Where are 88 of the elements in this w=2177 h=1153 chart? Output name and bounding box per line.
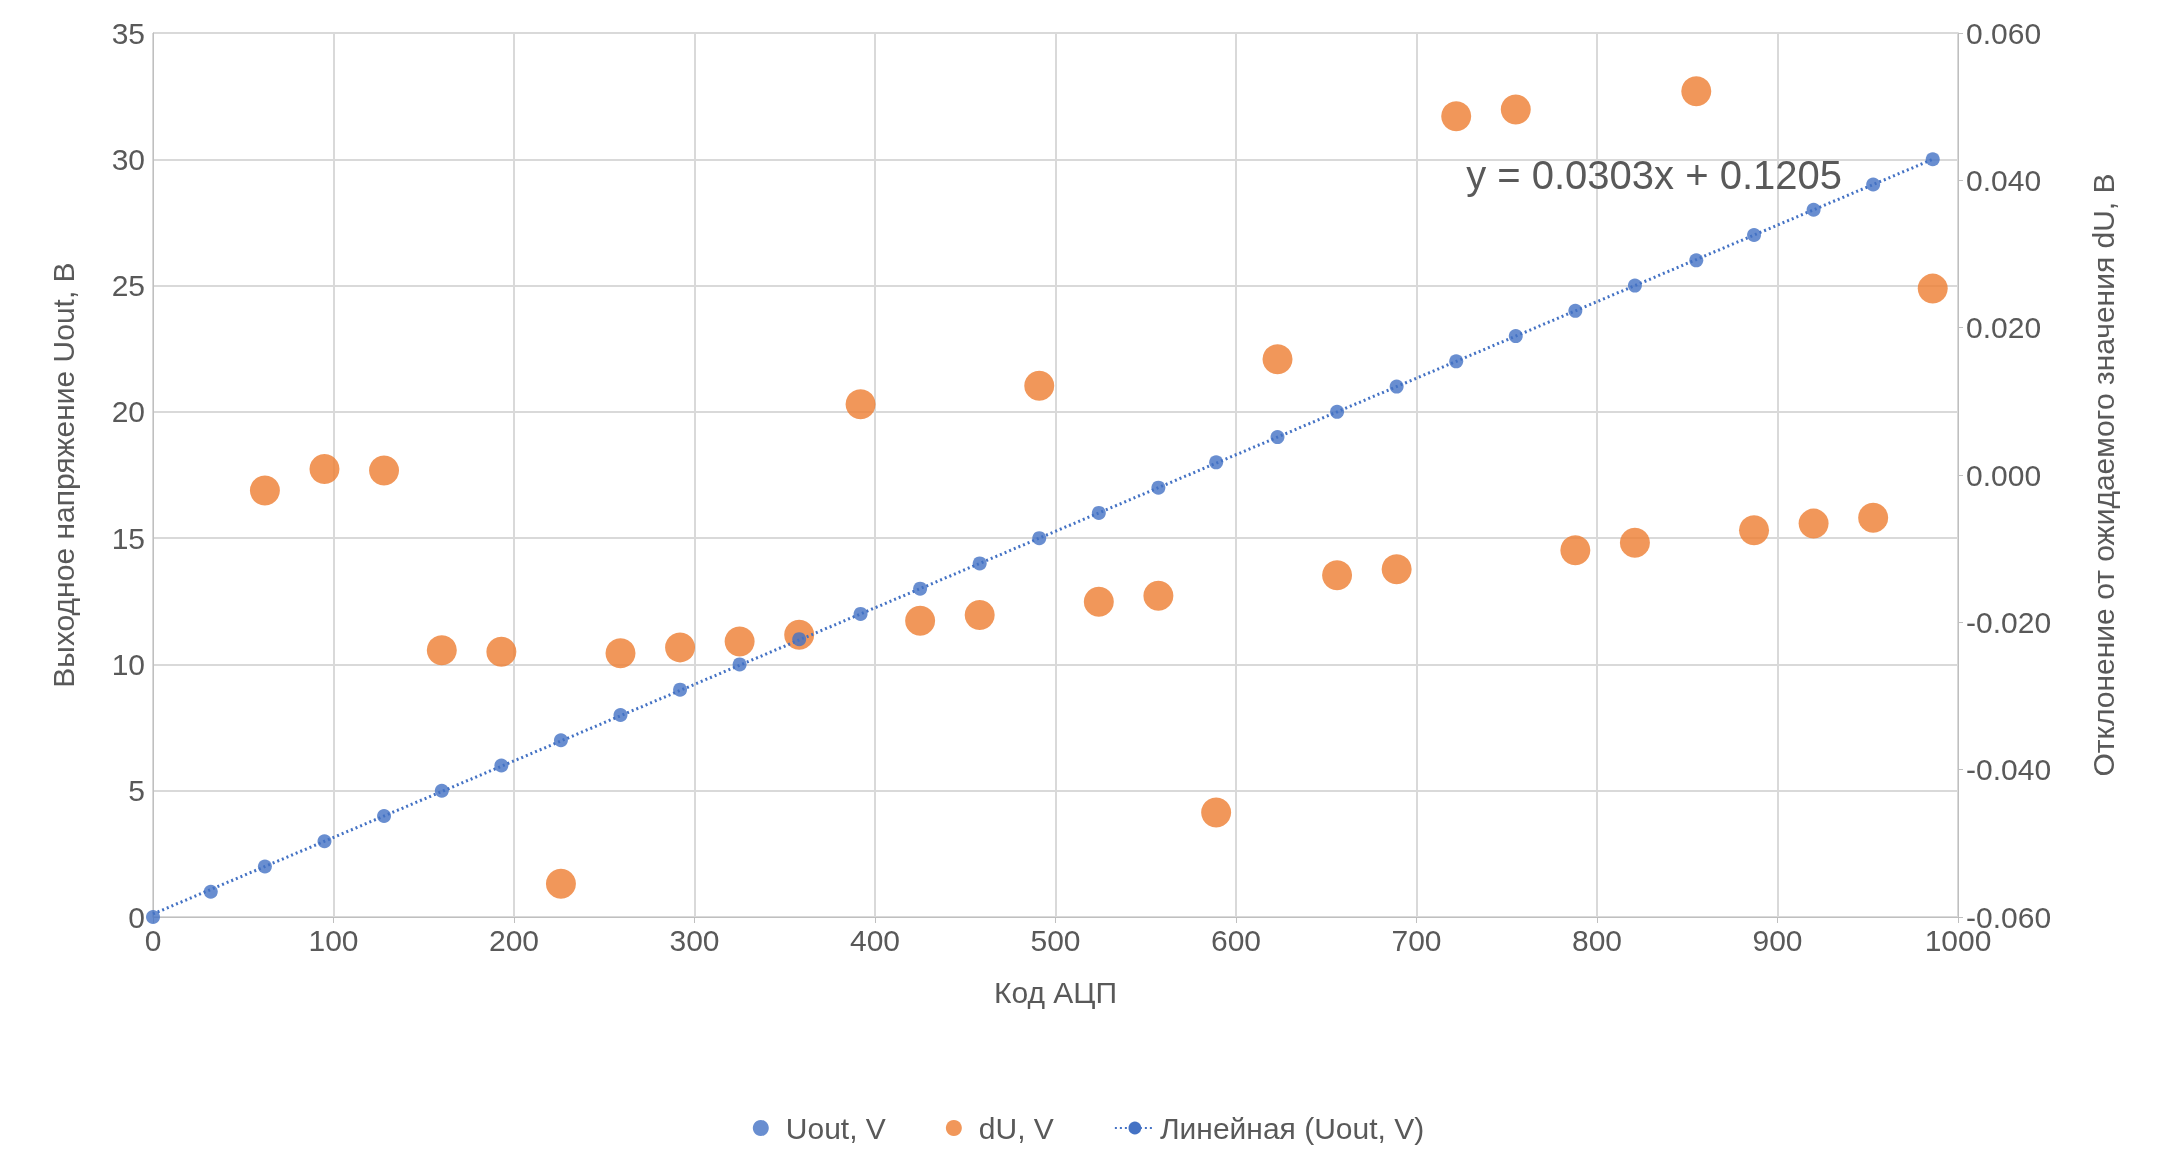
x-tick-label: 100	[308, 923, 359, 957]
point	[1627, 278, 1642, 293]
y-tick-label: 30	[111, 142, 145, 176]
point	[613, 707, 628, 722]
y2-tick-label: 0.020	[1966, 311, 2042, 345]
y-tick-label: 0	[128, 900, 145, 934]
point	[1151, 480, 1166, 495]
point	[1806, 202, 1821, 217]
point	[1441, 101, 1472, 132]
x-tick-label: 600	[1210, 923, 1262, 957]
y2-tick-label: 0.000	[1966, 458, 2042, 492]
point	[1798, 508, 1829, 539]
x-tick-label: 400	[849, 923, 901, 957]
y-axis-title: Выходное напряжение Uout, В	[46, 262, 80, 688]
y2-tick-label: 0.040	[1966, 163, 2042, 197]
point	[1449, 354, 1464, 369]
point	[1739, 515, 1770, 546]
annotation: y = 0.0303x + 0.1205	[1466, 153, 1842, 197]
point	[853, 606, 868, 621]
point	[1381, 554, 1412, 585]
legend-label: dU, V	[978, 1111, 1054, 1145]
point	[1925, 152, 1940, 167]
point	[964, 599, 995, 630]
point	[426, 635, 457, 666]
x-tick-label: 900	[1752, 923, 1803, 957]
point	[1024, 370, 1055, 401]
x-axis-title: Код АЦП	[993, 975, 1118, 1009]
point	[1032, 531, 1047, 546]
point	[1917, 273, 1948, 304]
point	[1330, 404, 1345, 419]
point	[1143, 580, 1174, 611]
point	[377, 808, 392, 823]
point	[1858, 502, 1889, 533]
point	[665, 632, 696, 663]
point	[257, 859, 272, 874]
y2-tick-label: 0.060	[1966, 16, 2042, 50]
y-tick-label: 15	[111, 521, 145, 555]
y-tick-label: 35	[111, 16, 145, 50]
point	[1389, 379, 1404, 394]
point	[146, 910, 160, 924]
point	[434, 783, 449, 798]
point	[1747, 228, 1762, 243]
point	[309, 454, 340, 485]
point	[553, 733, 568, 748]
point	[1619, 527, 1650, 558]
x-tick-label: 800	[1571, 923, 1623, 957]
point	[605, 638, 636, 669]
y2-tick-label: -0.040	[1966, 753, 2052, 787]
x-tick-label: 500	[1030, 923, 1081, 957]
y-tick-label: 25	[111, 269, 145, 303]
point	[1560, 535, 1591, 566]
x-tick-label: 700	[1391, 923, 1442, 957]
legend-label: Линейная (Uout, V)	[1159, 1111, 1425, 1145]
point	[724, 626, 755, 657]
point	[1201, 797, 1232, 828]
point	[1262, 344, 1293, 375]
point	[972, 556, 987, 571]
point	[1689, 253, 1704, 268]
point	[1091, 505, 1106, 520]
y2-tick-label: -0.020	[1966, 605, 2052, 639]
point	[845, 389, 876, 420]
point	[317, 834, 332, 849]
point	[1209, 455, 1224, 470]
point	[1508, 329, 1523, 344]
point	[1568, 303, 1583, 318]
point	[905, 605, 936, 636]
y-tick-label: 5	[128, 774, 145, 808]
point	[369, 455, 400, 486]
point	[732, 657, 747, 672]
point	[1866, 177, 1881, 192]
point	[486, 636, 517, 667]
point	[1681, 76, 1712, 107]
point	[1083, 586, 1114, 617]
point	[203, 884, 218, 899]
point	[913, 581, 928, 596]
y-tick-label: 10	[111, 647, 145, 681]
legend-label: Uout, V	[785, 1111, 886, 1145]
point	[1500, 94, 1531, 125]
point	[545, 868, 576, 899]
point	[494, 758, 509, 773]
y-tick-label: 20	[111, 395, 145, 429]
point	[249, 475, 280, 506]
point	[1270, 430, 1285, 445]
x-tick-label: 200	[488, 923, 540, 957]
x-tick-label: 300	[669, 923, 720, 957]
y2-axis-title: Отклонение от ожидаемого значения dU, В	[2086, 173, 2120, 777]
point	[673, 682, 688, 697]
point	[1322, 560, 1353, 591]
